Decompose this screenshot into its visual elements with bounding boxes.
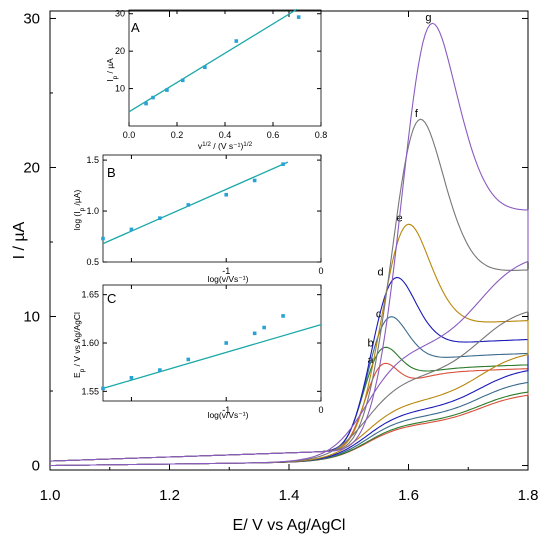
inset-data-point (252, 331, 257, 336)
inset-x-tick-label: -1 (222, 405, 230, 415)
inset-x-tick-label: 0.6 (267, 130, 280, 140)
inset-y-axis-title: log (Ip /µA) (72, 190, 86, 231)
inset-fit-line (128, 8, 298, 113)
inset-data-point (158, 368, 162, 372)
inset-data-point (203, 65, 207, 70)
inset-y-tick-label: 1.5 (86, 155, 99, 165)
inset-data-point (101, 236, 105, 241)
curve-label-c: c (376, 308, 382, 320)
inset-data-point (129, 227, 134, 232)
inset-x-tick-label: 0.0 (123, 130, 136, 140)
inset-data-point (129, 376, 134, 380)
inset-fit-line (102, 324, 322, 390)
inset-x-axis-title: log(v/Vs⁻¹) (208, 274, 249, 284)
x-tick-label: 1.2 (159, 487, 180, 504)
inset-data-point (281, 162, 285, 166)
cv-curve-e (49, 223, 529, 467)
inset-data-point (186, 357, 191, 362)
inset-data-point (101, 386, 105, 391)
curve-label-f: f (415, 108, 419, 120)
inset-x-tick-label: 0.2 (171, 130, 184, 140)
inset-A: 0.0 0.2 0.4 0.6 0.8 10 20 30 Av1/2 / (V s⁻¹)1/2 I… (105, 8, 328, 152)
inset-y-tick-label: 1.55 (81, 386, 99, 396)
inset-y-tick-label: 1.65 (81, 290, 99, 300)
inset-x-tick-label: 0 (318, 266, 323, 276)
x-axis-title: E/ V vs Ag/AgCl (233, 517, 346, 534)
inset-data-point (252, 178, 257, 183)
main-plot: 1.0 1.2 1.4 1.6 1.8 0 10 20 30 E/ V vs Ag/AgCl I /… (11, 10, 538, 534)
inset-y-tick-label: 0.5 (86, 257, 99, 267)
x-tick-label: 1.8 (518, 487, 539, 504)
y-tick-label: 30 (23, 10, 40, 27)
cv-curve-f (49, 118, 529, 467)
inset-y-tick-label: 1.60 (81, 338, 99, 348)
inset-y-tick-label: 10 (115, 84, 125, 94)
inset-data-point (262, 325, 266, 330)
inset-fit-line (102, 161, 289, 245)
x-tick-label: 1.6 (398, 487, 419, 504)
inset-data-point (186, 203, 191, 207)
inset-frame (102, 154, 322, 263)
inset-x-tick-label: -1 (222, 266, 230, 276)
inset-data-point (224, 192, 229, 197)
y-tick-label: 20 (23, 159, 40, 176)
x-tick-label: 1.4 (279, 487, 300, 504)
inset-frame (128, 9, 322, 127)
inset-data-point (165, 88, 169, 92)
inset-data-point (234, 39, 239, 43)
y-tick-label: 10 (23, 309, 40, 326)
inset-y-tick-label: 20 (115, 46, 125, 56)
inset-panel-letter: A (131, 20, 140, 35)
inset-x-tick-label: 0.8 (315, 130, 328, 140)
inset-data-point (281, 314, 285, 318)
inset-x-axis-title: log(v/Vs⁻¹) (208, 410, 249, 420)
curve-label-b: b (368, 337, 374, 349)
curve-label-d: d (377, 267, 383, 279)
inset-y-axis-title: Ip / µA (105, 58, 119, 82)
inset-data-point (158, 216, 162, 220)
inset-panel-letter: B (107, 165, 116, 180)
inset-x-axis-title: v1/2 / (V s⁻¹)1/2 (198, 141, 253, 152)
cv-curve-g (49, 22, 529, 467)
inset-frame (102, 284, 322, 402)
inset-data-point (144, 101, 148, 106)
y-axis-title: I / µA (11, 221, 28, 259)
inset-data-point (224, 341, 229, 345)
cv-curve-b (49, 346, 529, 467)
inset-data-point (296, 15, 301, 19)
y-tick-label: 0 (32, 458, 40, 475)
inset-y-tick-label: 1.0 (86, 206, 99, 216)
inset-x-tick-label: 0 (318, 405, 323, 415)
inset-data-point (151, 95, 155, 100)
cv-curve-c (49, 316, 529, 467)
inset-y-tick-label: 30 (115, 9, 125, 19)
inset-y-axis-title: Ep / V vs Ag/AgCl (72, 312, 86, 378)
inset-panel-letter: C (107, 291, 116, 306)
curve-label-g: g (425, 12, 431, 24)
inset-data-point (180, 78, 185, 83)
x-tick-label: 1.0 (40, 487, 61, 504)
inset-x-tick-label: 0.4 (219, 130, 232, 140)
